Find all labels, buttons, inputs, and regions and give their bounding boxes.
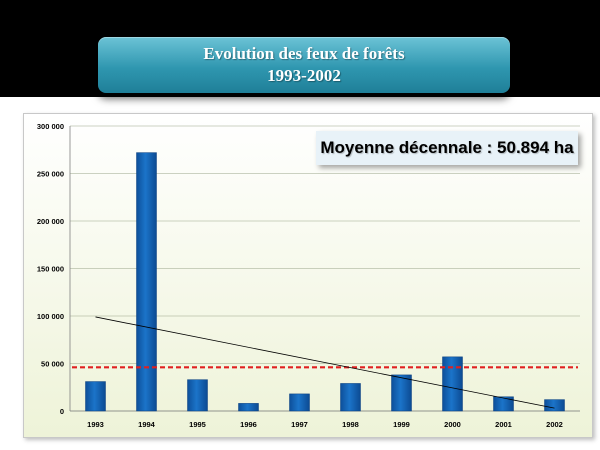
x-tick-label: 1998 bbox=[342, 420, 359, 429]
bar-1996 bbox=[238, 403, 259, 412]
slide-title-line1: Evolution des feux de forêts bbox=[203, 44, 405, 63]
trend-line bbox=[95, 316, 555, 409]
bar-2001 bbox=[493, 396, 514, 412]
bar-2002 bbox=[544, 399, 565, 412]
y-tick-label: 50 000 bbox=[41, 360, 64, 369]
y-tick-label: 0 bbox=[60, 407, 64, 416]
x-tick-label: 1994 bbox=[138, 420, 156, 429]
bar-1997 bbox=[289, 393, 310, 412]
bar-chart: 0 50 000 100 000 150 000 200 000 250 000 300 0… bbox=[37, 122, 580, 429]
y-tick-label: 100 000 bbox=[37, 312, 64, 321]
x-tick-label: 2001 bbox=[495, 420, 512, 429]
y-tick-label: 150 000 bbox=[37, 265, 64, 274]
average-annotation: Moyenne décennale : 50.894 ha bbox=[316, 131, 578, 165]
y-tick-label: 200 000 bbox=[37, 217, 64, 226]
bar-1998 bbox=[340, 383, 361, 412]
bar-2000 bbox=[442, 356, 463, 412]
chart-area: 0 50 000 100 000 150 000 200 000 250 000 300 0… bbox=[23, 113, 593, 438]
slide-title: Evolution des feux de forêts 1993-2002 bbox=[98, 37, 510, 93]
x-tick-label: 1995 bbox=[189, 420, 206, 429]
x-tick-label: 2000 bbox=[444, 420, 461, 429]
y-tick-label: 250 000 bbox=[37, 170, 64, 179]
y-tick-label: 300 000 bbox=[37, 122, 64, 131]
x-tick-label: 1997 bbox=[291, 420, 308, 429]
bar-1993 bbox=[85, 381, 106, 412]
x-tick-label: 1993 bbox=[87, 420, 104, 429]
bar-1995 bbox=[187, 379, 208, 412]
x-tick-label: 1999 bbox=[393, 420, 410, 429]
bar-1999 bbox=[391, 374, 412, 412]
x-tick-label: 1996 bbox=[240, 420, 257, 429]
x-tick-label: 2002 bbox=[546, 420, 563, 429]
slide-title-line2: 1993-2002 bbox=[267, 66, 341, 85]
bar-1994 bbox=[136, 152, 157, 412]
